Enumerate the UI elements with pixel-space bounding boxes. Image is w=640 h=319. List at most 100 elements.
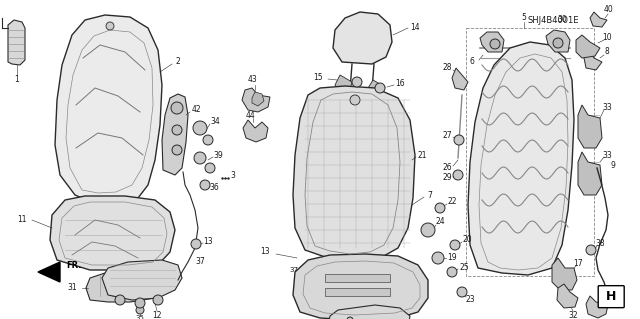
Text: 20: 20	[462, 235, 472, 244]
Text: 37: 37	[195, 257, 205, 266]
Polygon shape	[8, 20, 25, 65]
Text: 27: 27	[442, 130, 452, 139]
Polygon shape	[468, 42, 574, 275]
Circle shape	[586, 245, 596, 255]
Text: FR.: FR.	[66, 262, 81, 271]
Circle shape	[171, 102, 183, 114]
Circle shape	[490, 39, 500, 49]
Text: 32: 32	[568, 310, 578, 319]
Polygon shape	[242, 88, 270, 112]
Text: 33: 33	[602, 151, 612, 160]
Text: 38: 38	[595, 240, 605, 249]
Circle shape	[352, 77, 362, 87]
Text: H: H	[606, 290, 616, 303]
Polygon shape	[480, 32, 504, 52]
Circle shape	[200, 180, 210, 190]
Circle shape	[194, 152, 206, 164]
Circle shape	[447, 267, 457, 277]
Circle shape	[203, 135, 213, 145]
Text: 10: 10	[602, 33, 612, 42]
Text: 13: 13	[260, 248, 270, 256]
Text: 40: 40	[603, 5, 613, 14]
Polygon shape	[55, 15, 162, 205]
Circle shape	[193, 121, 207, 135]
Polygon shape	[576, 35, 600, 58]
Circle shape	[553, 38, 563, 48]
Text: 25: 25	[459, 263, 469, 272]
Text: 1: 1	[15, 76, 19, 85]
Text: 41: 41	[608, 286, 618, 294]
Text: 29: 29	[442, 174, 452, 182]
Circle shape	[457, 287, 467, 297]
Polygon shape	[586, 296, 608, 318]
Circle shape	[435, 203, 445, 213]
Text: 8: 8	[605, 48, 609, 56]
Polygon shape	[38, 262, 60, 282]
Circle shape	[136, 306, 144, 314]
Text: 9: 9	[611, 160, 616, 169]
Text: SHJ4B4001E: SHJ4B4001E	[528, 16, 579, 25]
Text: 28: 28	[442, 63, 452, 72]
Text: 30: 30	[557, 16, 567, 25]
Text: 22: 22	[447, 197, 457, 206]
Circle shape	[432, 252, 444, 264]
Text: 14: 14	[410, 24, 420, 33]
Polygon shape	[557, 284, 578, 308]
Circle shape	[450, 240, 460, 250]
Polygon shape	[162, 94, 188, 175]
Polygon shape	[584, 50, 602, 70]
Text: 13: 13	[203, 238, 213, 247]
Text: 31: 31	[67, 284, 77, 293]
Circle shape	[115, 295, 125, 305]
Text: 6: 6	[470, 57, 474, 66]
Circle shape	[453, 170, 463, 180]
Circle shape	[375, 83, 385, 93]
Text: 33: 33	[602, 103, 612, 113]
Polygon shape	[293, 254, 428, 319]
Polygon shape	[328, 305, 410, 319]
Text: 35: 35	[136, 315, 145, 319]
Text: 17: 17	[573, 259, 583, 269]
Circle shape	[421, 223, 435, 237]
Polygon shape	[590, 12, 607, 27]
Polygon shape	[252, 92, 264, 106]
Text: 16: 16	[395, 79, 405, 88]
Text: 2: 2	[175, 57, 180, 66]
Text: 42: 42	[191, 106, 201, 115]
Text: 15: 15	[313, 73, 323, 83]
FancyBboxPatch shape	[598, 286, 624, 308]
Circle shape	[172, 145, 182, 155]
Text: 36: 36	[209, 183, 219, 192]
Text: 11: 11	[17, 216, 27, 225]
Circle shape	[172, 125, 182, 135]
Circle shape	[106, 22, 114, 30]
Polygon shape	[546, 30, 570, 52]
Text: 44: 44	[245, 110, 255, 120]
Text: 19: 19	[447, 254, 457, 263]
Polygon shape	[293, 86, 415, 260]
Text: 12: 12	[152, 310, 162, 319]
Text: 24: 24	[435, 218, 445, 226]
Polygon shape	[552, 258, 577, 290]
Polygon shape	[243, 120, 268, 142]
Polygon shape	[578, 152, 602, 195]
Text: 3: 3	[230, 170, 236, 180]
Circle shape	[347, 317, 353, 319]
Polygon shape	[50, 196, 175, 270]
Text: 43: 43	[247, 76, 257, 85]
Text: 7: 7	[428, 190, 433, 199]
Circle shape	[191, 239, 201, 249]
Polygon shape	[325, 288, 390, 296]
Text: 5: 5	[522, 13, 527, 23]
Polygon shape	[102, 260, 182, 300]
Polygon shape	[86, 272, 165, 302]
Text: 34: 34	[210, 117, 220, 127]
Polygon shape	[368, 80, 385, 96]
Circle shape	[350, 95, 360, 105]
Polygon shape	[335, 75, 352, 92]
Text: 37: 37	[289, 267, 298, 273]
Polygon shape	[452, 68, 468, 90]
Polygon shape	[578, 105, 602, 148]
Circle shape	[454, 135, 464, 145]
Circle shape	[205, 163, 215, 173]
